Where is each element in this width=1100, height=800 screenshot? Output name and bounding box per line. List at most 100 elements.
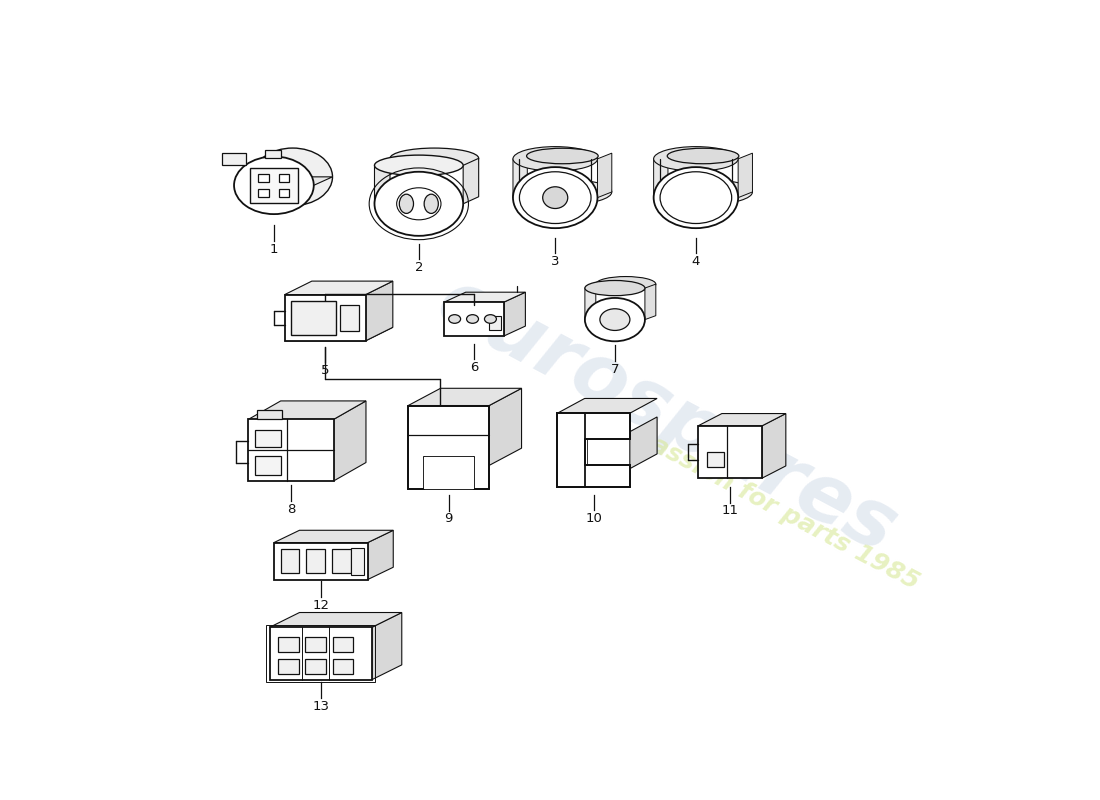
Ellipse shape [449,314,461,323]
Ellipse shape [653,146,738,171]
Bar [698,426,762,478]
Bar [306,549,326,574]
Text: 9: 9 [444,513,453,526]
Bar [332,658,353,674]
Ellipse shape [484,314,496,323]
Polygon shape [285,281,393,294]
Ellipse shape [527,148,598,164]
Text: passion for parts 1985: passion for parts 1985 [630,423,923,594]
Ellipse shape [374,155,463,176]
Bar [279,174,289,182]
Ellipse shape [600,309,630,330]
Ellipse shape [519,172,591,223]
Text: eurospares: eurospares [424,262,909,570]
Bar [222,153,245,165]
Text: 10: 10 [585,512,602,525]
Text: 6: 6 [470,361,478,374]
Text: 3: 3 [551,255,560,268]
Ellipse shape [397,188,441,220]
Bar [706,452,724,467]
Bar [278,637,298,652]
Text: 13: 13 [312,700,329,713]
Bar [306,658,326,674]
Text: 5: 5 [321,364,329,377]
Text: 2: 2 [415,261,424,274]
Polygon shape [698,414,785,426]
Bar [351,547,364,574]
Bar [558,414,585,487]
Polygon shape [645,284,656,320]
Polygon shape [234,177,332,186]
Bar [424,457,474,489]
Ellipse shape [466,314,478,323]
Bar [258,189,268,197]
Polygon shape [372,613,402,680]
Polygon shape [597,153,612,198]
Bar [285,294,365,341]
Polygon shape [270,613,402,627]
Ellipse shape [390,148,478,169]
Ellipse shape [585,281,645,296]
Bar [332,549,351,574]
Text: 4: 4 [692,255,700,268]
Ellipse shape [425,194,438,214]
Polygon shape [365,281,393,341]
Polygon shape [504,292,526,336]
Text: 12: 12 [312,598,329,612]
Ellipse shape [513,167,597,228]
Bar [257,410,283,419]
Polygon shape [367,530,394,579]
Polygon shape [630,417,657,469]
Bar [444,302,504,336]
Ellipse shape [234,157,313,214]
Ellipse shape [585,298,645,342]
Bar [558,465,630,487]
Ellipse shape [374,172,463,236]
Ellipse shape [513,146,597,171]
Ellipse shape [668,180,752,204]
Bar [249,419,333,481]
Ellipse shape [596,277,656,292]
Text: 7: 7 [610,362,619,376]
Bar [488,316,501,330]
Text: 8: 8 [287,502,295,515]
Bar [255,456,280,475]
Polygon shape [490,388,521,466]
Bar [292,302,336,334]
Ellipse shape [399,194,414,214]
Bar [278,658,298,674]
Bar [280,549,299,574]
Polygon shape [285,327,393,341]
Bar [274,542,367,579]
Ellipse shape [527,180,612,204]
Ellipse shape [253,148,332,206]
Bar [306,637,326,652]
Polygon shape [463,158,478,204]
Polygon shape [444,292,526,302]
Polygon shape [653,153,668,198]
Bar [250,168,298,203]
Text: 1: 1 [270,242,278,256]
Polygon shape [408,388,521,406]
Bar [258,174,268,182]
Polygon shape [585,284,596,320]
Ellipse shape [660,172,732,223]
Bar [270,627,372,680]
Bar [408,406,490,489]
Bar [264,150,280,158]
Polygon shape [762,414,785,478]
Polygon shape [374,158,390,204]
Bar [266,625,375,682]
Bar [255,430,280,447]
Polygon shape [513,153,527,198]
Bar [332,637,353,652]
Text: 11: 11 [722,505,738,518]
Polygon shape [274,530,394,542]
Polygon shape [558,398,657,414]
Bar [279,189,289,197]
Polygon shape [738,153,752,198]
Bar [340,306,359,330]
Polygon shape [333,401,366,481]
Bar [558,414,630,439]
Ellipse shape [542,186,568,209]
